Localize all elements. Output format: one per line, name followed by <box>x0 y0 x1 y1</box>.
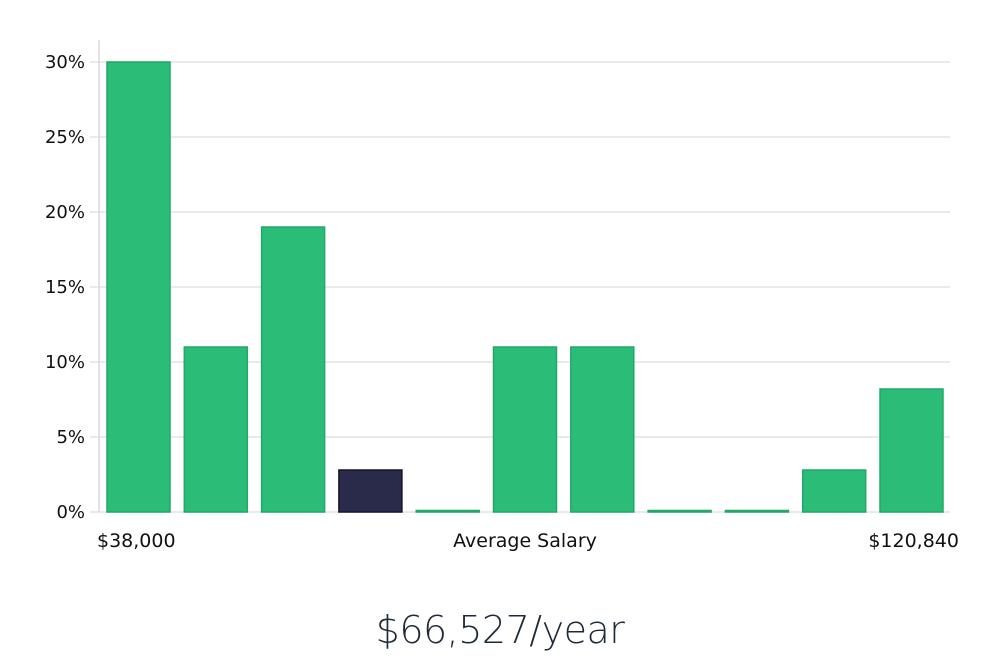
y-tick-label: 25% <box>45 127 85 148</box>
bar <box>801 469 867 513</box>
bar <box>647 509 712 513</box>
y-tick-label: 20% <box>45 202 85 223</box>
x-axis-labels: $38,000 Average Salary $120,840 <box>97 530 959 552</box>
x-axis-title: Average Salary <box>453 530 597 552</box>
bar <box>879 388 944 513</box>
bar <box>183 346 249 513</box>
chart-svg: 0% 5% 10% 15% 20% 25% 30% $38,000 Average Sala… <box>45 40 959 552</box>
x-max-label: $120,840 <box>868 530 959 552</box>
y-tick-label: 5% <box>56 427 85 448</box>
bar <box>570 346 635 513</box>
average-salary-value: $66,527/year <box>375 608 625 652</box>
bar <box>106 61 171 513</box>
y-tick-labels: 0% 5% 10% 15% 20% 25% 30% <box>45 52 85 523</box>
bar <box>415 509 480 513</box>
bar-highlighted <box>338 469 403 513</box>
bar <box>260 226 326 513</box>
bar <box>492 346 558 513</box>
y-tick-label: 15% <box>45 277 85 298</box>
bar <box>724 509 790 513</box>
y-tick-label: 0% <box>56 502 85 523</box>
y-tick-label: 10% <box>45 352 85 373</box>
y-tick-label: 30% <box>45 52 85 73</box>
bar-layer <box>106 61 944 513</box>
x-min-label: $38,000 <box>97 530 176 552</box>
